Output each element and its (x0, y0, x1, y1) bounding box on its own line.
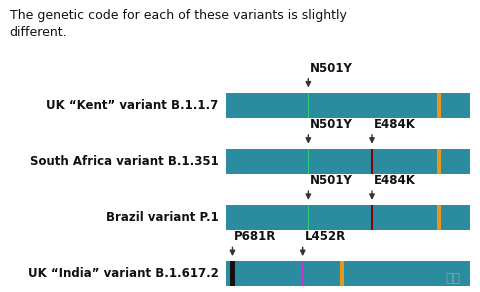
Bar (226, 93, 470, 118)
Text: L452R: L452R (305, 230, 346, 243)
Bar (437, 149, 441, 174)
Bar (226, 261, 470, 286)
Text: The genetic code for each of these variants is slightly
different.: The genetic code for each of these varia… (10, 9, 347, 39)
Text: South Africa variant B.1.351: South Africa variant B.1.351 (30, 155, 218, 168)
Text: N501Y: N501Y (310, 174, 353, 187)
Bar (308, 205, 309, 230)
Bar (230, 261, 235, 286)
Text: N501Y: N501Y (310, 62, 353, 75)
Text: E484K: E484K (374, 174, 416, 187)
Bar (308, 93, 309, 118)
Text: P681R: P681R (234, 230, 277, 243)
Text: UK “India” variant B.1.617.2: UK “India” variant B.1.617.2 (27, 267, 218, 280)
Bar (301, 261, 304, 286)
Text: N501Y: N501Y (310, 118, 353, 131)
Text: Brazil variant P.1: Brazil variant P.1 (106, 211, 218, 224)
Bar (308, 149, 309, 174)
Bar (437, 93, 441, 118)
Text: 鸿勤: 鸿勤 (446, 272, 461, 285)
Bar (437, 205, 441, 230)
Bar (371, 205, 373, 230)
Bar (226, 149, 470, 174)
Bar (371, 149, 373, 174)
Bar (226, 205, 470, 230)
Bar (340, 261, 344, 286)
Text: UK “Kent” variant B.1.1.7: UK “Kent” variant B.1.1.7 (46, 99, 218, 112)
Text: E484K: E484K (374, 118, 416, 131)
